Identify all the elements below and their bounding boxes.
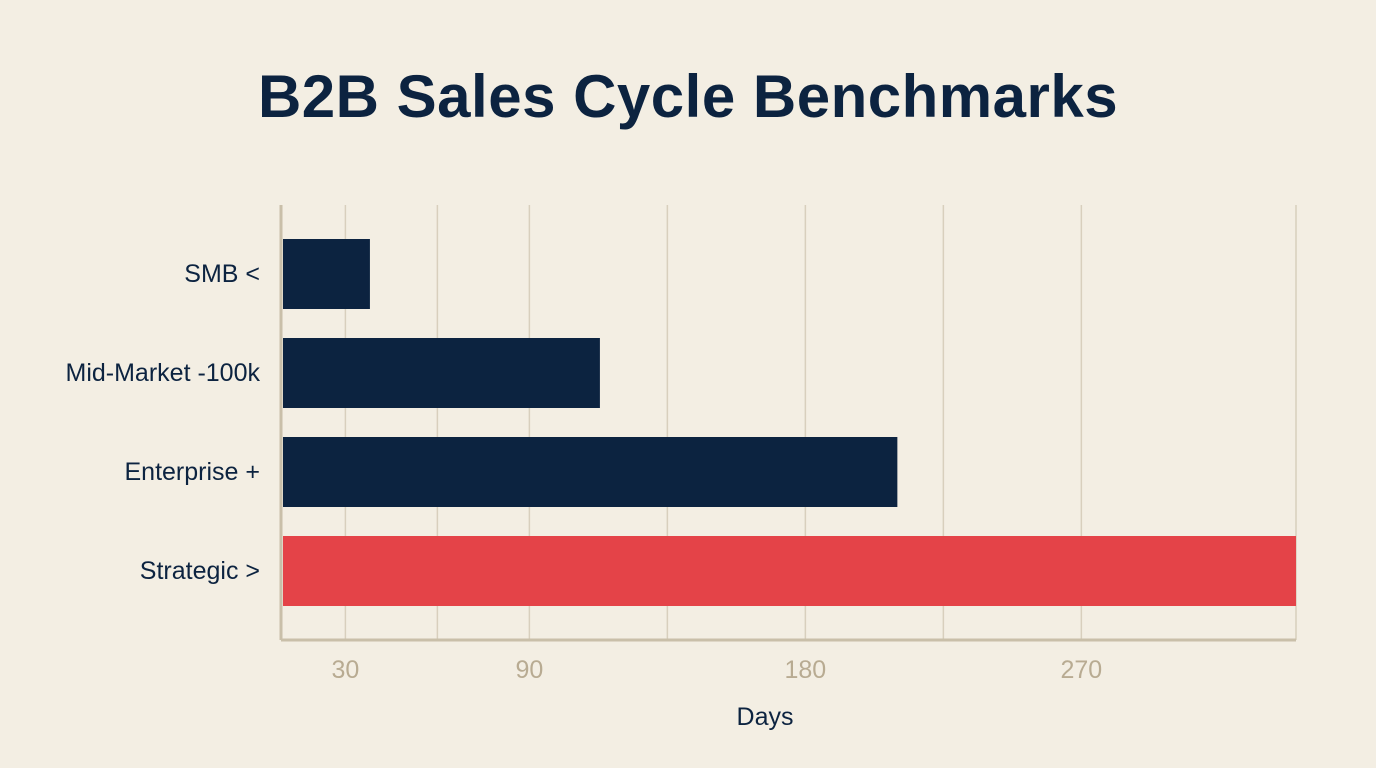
axes (279, 205, 1296, 642)
bar (283, 536, 1296, 606)
bar (283, 338, 600, 408)
bar (283, 239, 370, 309)
chart-title: B2B Sales Cycle Benchmarks (257, 63, 1119, 130)
x-tick-label: 180 (785, 656, 827, 684)
bar (283, 437, 898, 507)
x-tick-label: 30 (331, 656, 359, 684)
category-label: Enterprise + (125, 458, 261, 486)
x-axis-label: Days (737, 703, 794, 731)
bars (283, 239, 1296, 606)
x-tick-labels: 30 90 180 270 (331, 656, 1102, 684)
x-tick-label: 90 (515, 656, 543, 684)
category-label: SMB < (184, 260, 260, 288)
category-labels: SMB < Mid-Market -100k Enterprise + Strateg… (66, 260, 261, 585)
category-label: Mid-Market -100k (66, 359, 261, 387)
x-tick-label: 270 (1060, 656, 1102, 684)
category-label: Strategic > (140, 557, 260, 585)
